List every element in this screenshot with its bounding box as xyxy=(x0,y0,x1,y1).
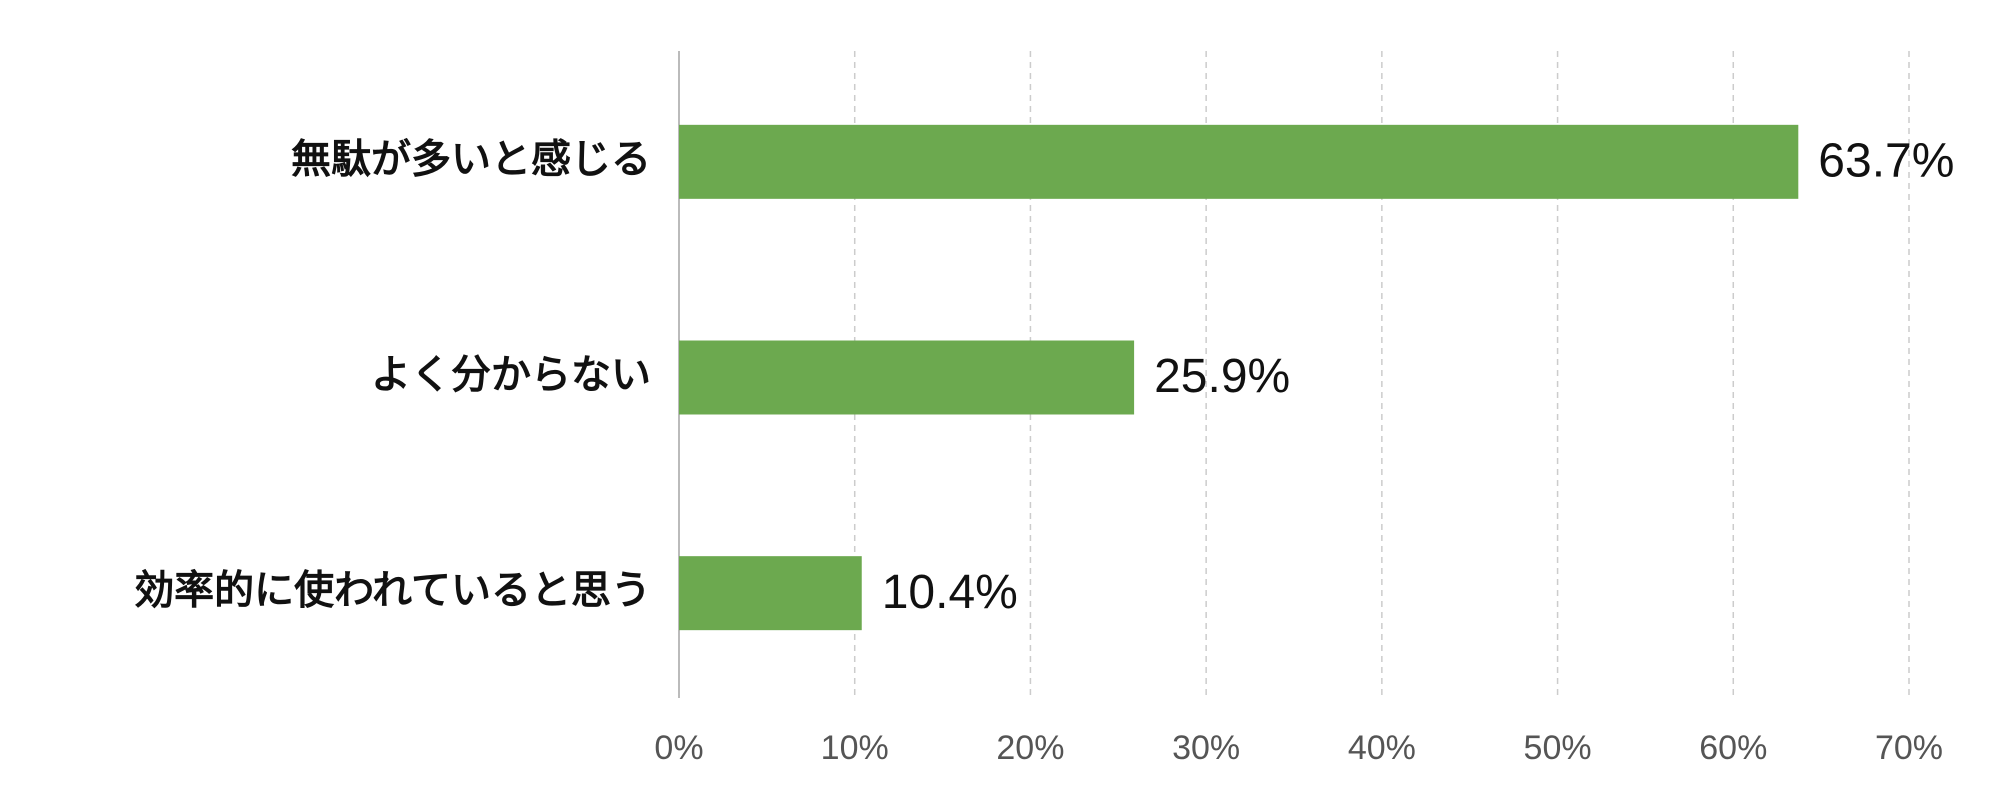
x-tick-label: 0% xyxy=(654,729,703,767)
x-tick-label: 20% xyxy=(996,729,1064,767)
value-label: 63.7% xyxy=(1818,135,1954,188)
x-tick-label: 30% xyxy=(1172,729,1240,767)
bar xyxy=(679,340,1135,415)
category-label: よく分からない xyxy=(371,353,651,397)
category-label: 効率的に使われていると思う xyxy=(134,569,651,613)
x-tick-label: 50% xyxy=(1524,729,1592,767)
x-tick-label: 10% xyxy=(821,729,889,767)
category-label: 無駄が多いと感じる xyxy=(291,137,651,181)
x-tick-label: 60% xyxy=(1699,729,1767,767)
value-label: 10.4% xyxy=(882,566,1018,619)
x-tick-label: 40% xyxy=(1348,729,1416,767)
bar xyxy=(679,556,862,631)
bar xyxy=(679,124,1799,199)
x-tick-label: 70% xyxy=(1875,729,1943,767)
value-label: 25.9% xyxy=(1154,350,1290,403)
